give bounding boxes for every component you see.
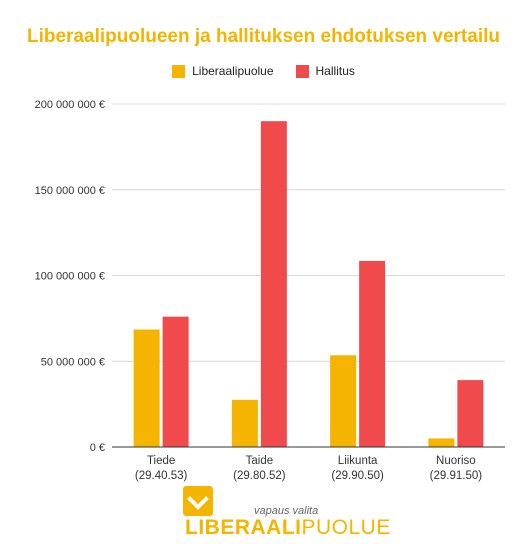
bar — [133, 329, 160, 447]
logo-word-puolue: PUOLUE — [301, 516, 391, 539]
bar — [260, 121, 287, 448]
logo-slogan: vapaus valita — [254, 505, 319, 517]
x-tick-label: (29.40.53) — [135, 470, 188, 482]
legend-swatch-hallitus — [295, 64, 309, 78]
y-tick-label: 150 000 000 € — [35, 185, 105, 197]
bar — [330, 355, 357, 447]
x-tick-label: (29.80.52) — [233, 470, 286, 482]
checkmark-logo-icon — [183, 486, 213, 516]
x-tick-label: Nuoriso — [436, 455, 476, 467]
x-tick-label: Taide — [246, 455, 274, 467]
y-tick-label: 200 000 000 € — [35, 99, 105, 111]
legend-swatch-liberaalipuolue — [172, 64, 186, 78]
x-tick-label: Tiede — [147, 455, 175, 467]
y-tick-label: 0 € — [90, 442, 105, 454]
logo-word-liberaali: LIBERAALI — [185, 516, 302, 539]
bar-chart: 0 € 50 000 000 € 100 000 000 € 150 000 000 … — [35, 99, 505, 482]
x-tick-label: Liikunta — [338, 455, 378, 467]
legend-label-hallitus: Hallitus — [315, 64, 355, 78]
x-tick-label: (29.90.50) — [331, 470, 384, 482]
bar — [428, 438, 455, 447]
bar — [457, 380, 484, 447]
bar — [162, 316, 189, 447]
legend-item-hallitus: Hallitus — [295, 64, 355, 78]
bar — [231, 399, 258, 447]
y-tick-label: 100 000 000 € — [35, 271, 105, 283]
liberaalipuolue-logo: vapaus valita LIBERAALIPUOLUE — [183, 486, 390, 539]
legend-item-liberaalipuolue: Liberaalipuolue — [172, 64, 274, 78]
chart-title: Liberaalipuolueen ja hallituksen ehdotuk… — [26, 26, 500, 47]
y-tick-label: 50 000 000 € — [41, 356, 105, 368]
legend-label-liberaalipuolue: Liberaalipuolue — [192, 64, 274, 78]
logo-wordmark: LIBERAALIPUOLUE — [185, 516, 391, 540]
bar — [359, 260, 386, 447]
legend: Liberaalipuolue Hallitus — [0, 64, 527, 78]
x-tick-label: (29.91.50) — [430, 470, 483, 482]
